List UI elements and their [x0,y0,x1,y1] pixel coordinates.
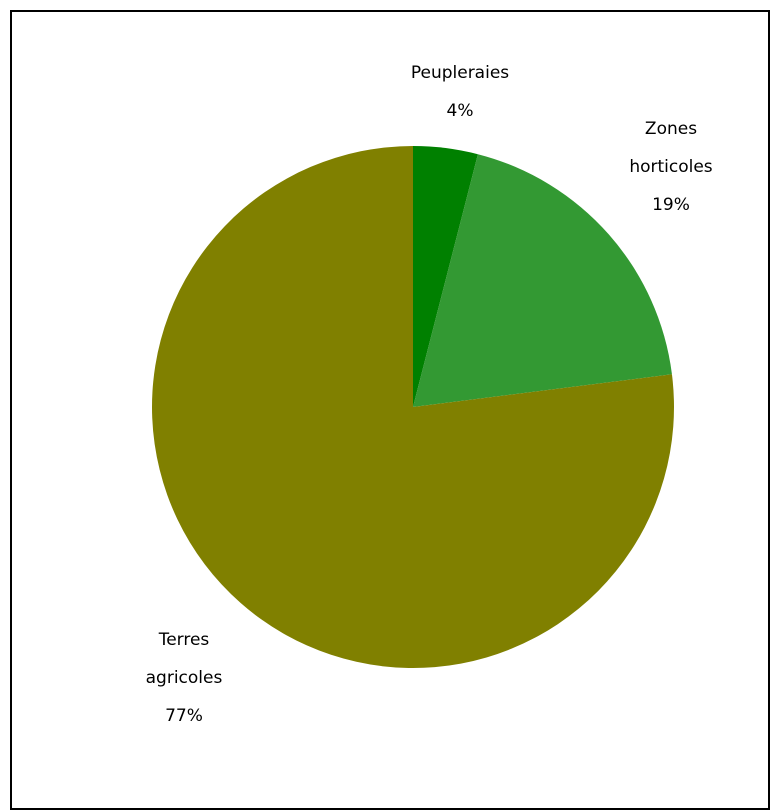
pie-slice-0 [413,146,478,407]
slice-percent-label-1: 19% [652,195,690,215]
slice-name-label-2: agricoles [146,668,223,688]
slice-name-label-0: Peupleraies [411,63,509,83]
slice-percent-label-0: 4% [447,101,474,121]
slice-percent-label-2: 77% [165,706,203,726]
pie-slice-1 [413,154,672,407]
pie-labels: Peupleraies 4% Zones horticoles 19% Terres agr… [146,63,713,726]
slice-name-label-1: Zones [645,119,697,139]
pie-slice-2 [151,146,675,668]
slice-name-label-2: Terres [158,630,210,650]
pie-slices [151,146,675,668]
pie-chart: Peupleraies 4% Zones horticoles 19% Terres agr… [146,63,713,726]
slice-name-label-1: horticoles [629,157,712,177]
